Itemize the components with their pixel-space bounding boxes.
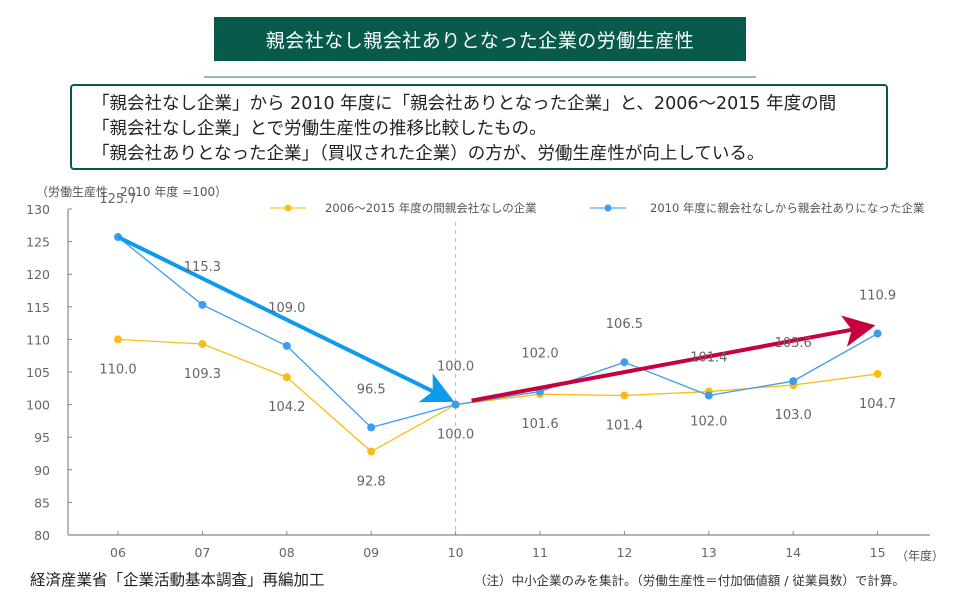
x-tick-label: 06 <box>110 545 126 560</box>
summary-line: 「親会社なし企業」とで労働生産性の推移比較したもの。 <box>92 119 547 139</box>
y-tick-label: 130 <box>26 202 50 217</box>
y-tick-label: 120 <box>26 267 50 282</box>
x-tick-label: 14 <box>785 545 801 560</box>
data-label: 100.0 <box>437 360 474 375</box>
x-tick-label: 10 <box>448 545 464 560</box>
data-point <box>198 300 207 309</box>
legend-item: 2010 年度に親会社なしから親会社ありになった企業 <box>590 201 925 215</box>
data-point <box>789 377 798 386</box>
legend-label: 2010 年度に親会社なしから親会社ありになった企業 <box>650 201 925 215</box>
summary-line: 「親会社なし企業」から 2010 年度に「親会社ありとなった企業」と、2006～… <box>92 94 837 114</box>
y-axis-label: （労働生産性 2010 年度 =100） <box>36 184 227 199</box>
data-label: 103.6 <box>775 336 812 351</box>
y-tick-label: 110 <box>26 332 50 347</box>
x-tick-label: 08 <box>279 545 295 560</box>
x-tick-label: 12 <box>616 545 632 560</box>
data-point <box>198 339 207 348</box>
series-line <box>117 236 878 429</box>
summary-line: 「親会社ありとなった企業」（買収された企業）の方が、労働生産性が向上している。 <box>92 144 765 164</box>
y-tick-label: 95 <box>34 430 50 445</box>
data-label: 92.8 <box>357 475 386 490</box>
data-label: 109.3 <box>184 367 221 382</box>
x-tick-label: 13 <box>701 545 717 560</box>
x-tick-label: 09 <box>363 545 379 560</box>
source-credit: 経済産業省「企業活動基本調査」再編加工 <box>30 571 325 589</box>
data-label: 102.0 <box>690 415 727 430</box>
y-tick-label: 90 <box>34 463 50 478</box>
legend-marker <box>284 204 292 212</box>
data-label: 101.6 <box>521 417 558 432</box>
summary-box: 「親会社なし企業」から 2010 年度に「親会社ありとなった企業」と、2006～… <box>70 84 888 170</box>
y-tick-label: 85 <box>34 495 50 510</box>
y-tick-label: 80 <box>34 528 50 543</box>
data-point <box>451 400 460 409</box>
y-tick-label: 125 <box>26 235 50 250</box>
decline-arrow <box>117 235 455 403</box>
data-point <box>704 391 713 400</box>
title-divider <box>204 76 756 78</box>
data-point <box>620 391 629 400</box>
chart-title: 親会社なし親会社ありとなった企業の労働生産性 <box>265 29 695 52</box>
data-label: 125.7 <box>99 192 136 207</box>
data-point <box>620 358 629 367</box>
data-label: 110.9 <box>859 289 896 304</box>
legend-marker <box>604 204 612 212</box>
x-axis-label: （年度） <box>896 548 944 563</box>
data-label: 104.2 <box>268 400 305 415</box>
data-label: 109.0 <box>268 301 305 316</box>
data-label: 115.3 <box>184 260 221 275</box>
data-label: 104.7 <box>859 397 896 412</box>
data-label: 100.0 <box>437 428 474 443</box>
x-ticks: 06 07 08 09 10 11 12 13 14 15 <box>110 531 886 560</box>
x-tick-label: 11 <box>532 545 548 560</box>
y-ticks: 80 85 90 95 100 105 110 115 120 125 130 <box>26 202 72 543</box>
y-tick-label: 100 <box>26 398 50 413</box>
data-label: 101.4 <box>606 418 643 433</box>
data-point <box>873 369 882 378</box>
series-group <box>114 233 882 456</box>
chart-title-banner: 親会社なし親会社ありとなった企業の労働生産性 <box>214 17 746 61</box>
rise-arrow <box>471 315 876 403</box>
footnote: （注）中小企業のみを集計。（労働生産性＝付加価値額 / 従業員数）で計算。 <box>474 573 905 588</box>
data-label: 110.0 <box>99 362 136 377</box>
data-label: 101.4 <box>690 350 727 365</box>
data-point <box>114 335 122 344</box>
annotation-arrows <box>117 235 876 403</box>
data-label: 103.0 <box>775 408 812 423</box>
x-tick-label: 07 <box>194 545 210 560</box>
legend-label: 2006～2015 年度の間親会社なしの企業 <box>325 201 537 215</box>
y-tick-label: 105 <box>26 365 50 380</box>
data-point <box>873 329 882 338</box>
data-point <box>367 447 376 456</box>
data-point <box>282 373 291 382</box>
y-tick-label: 115 <box>26 300 50 315</box>
data-label: 106.5 <box>606 317 643 332</box>
data-label: 102.0 <box>521 347 558 362</box>
data-label: 96.5 <box>357 382 386 397</box>
data-labels: 110.0 109.3 104.2 92.8 100.0 101.6 101.4 102.0 1… <box>99 192 896 490</box>
data-point <box>282 341 291 350</box>
legend-item: 2006～2015 年度の間親会社なしの企業 <box>270 201 537 215</box>
data-point <box>367 423 376 432</box>
x-tick-label: 15 <box>870 545 886 560</box>
legend: 2006～2015 年度の間親会社なしの企業 2010 年度に親会社なしから親会社… <box>270 201 925 215</box>
